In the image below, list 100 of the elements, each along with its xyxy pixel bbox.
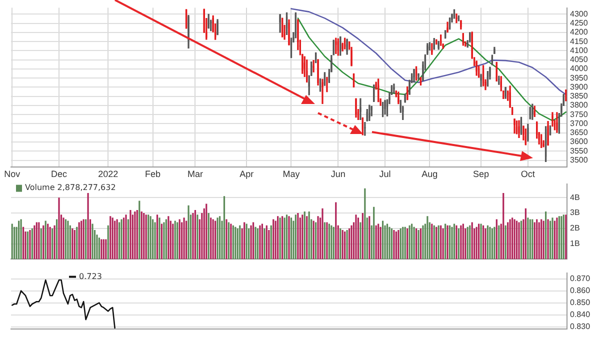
y-tick-label: 4000 (570, 64, 588, 74)
y-tick-label: 4300 (570, 9, 588, 18)
candlestick (319, 78, 322, 92)
y-tick-label: 3750 (570, 110, 588, 119)
y-tick-label: 3B (570, 208, 580, 218)
y-tick-label: 4050 (570, 55, 588, 64)
candlestick (294, 12, 297, 38)
candlestick (344, 38, 346, 50)
candlestick (440, 34, 442, 46)
candlestick (486, 71, 489, 86)
candlestick (393, 84, 395, 94)
candlestick (524, 128, 527, 146)
candlestick (433, 38, 435, 50)
candlestick (337, 38, 339, 56)
x-tick-label: 2022 (98, 169, 118, 180)
candlestick (384, 100, 386, 115)
candlestick (188, 14, 190, 48)
candlestick (382, 102, 384, 118)
y-tick-label: 3850 (570, 92, 588, 101)
candlestick (444, 30, 446, 39)
x-tick-label: Nov (4, 169, 21, 180)
candlestick (480, 74, 482, 87)
candlestick (520, 116, 522, 135)
candlestick (482, 65, 484, 86)
candlestick (527, 124, 529, 142)
y-tick-label: 4200 (570, 28, 588, 37)
y-tick-label: 3500 (570, 155, 588, 164)
x-tick-label: Dec (51, 169, 68, 180)
candlestick (208, 14, 210, 29)
candlestick (355, 98, 357, 118)
x-tick-label: Sep (473, 169, 490, 180)
y-tick-label: 0.860 (570, 286, 591, 296)
candlestick (360, 98, 362, 120)
candlestick (516, 120, 518, 134)
candlestick (286, 12, 288, 35)
candlestick (460, 20, 462, 30)
candlestick (377, 78, 380, 102)
candlestick (314, 52, 317, 64)
candlestick (436, 39, 438, 45)
candlestick (366, 108, 368, 122)
y-tick-label: 3900 (570, 82, 588, 92)
y-tick-label: 0.830 (570, 322, 591, 332)
candlestick (462, 33, 464, 46)
candlestick (322, 78, 324, 104)
y-tick-label: 4B (570, 192, 580, 202)
x-tick-label: Mar (187, 169, 203, 180)
x-tick-label: Apr (240, 169, 254, 180)
candlestick (398, 92, 400, 104)
y-tick-label: 0.850 (570, 298, 591, 308)
candlestick (415, 66, 418, 81)
candlestick (418, 73, 420, 80)
candlestick (431, 43, 433, 55)
candlestick (420, 77, 422, 86)
candlestick (518, 120, 520, 138)
y-tick-label: 3600 (570, 137, 588, 146)
candlestick (446, 22, 448, 33)
candlestick (373, 84, 375, 102)
candlestick (332, 40, 334, 56)
y-tick-label: 3650 (570, 128, 588, 138)
y-tick-label: 3800 (570, 100, 588, 110)
candlestick (352, 73, 355, 88)
candlestick (529, 106, 531, 120)
x-tick-label: Jul (379, 169, 391, 180)
candlestick (340, 36, 342, 56)
legend-label: 0.723 (79, 272, 102, 281)
candlestick (326, 76, 328, 92)
candlestick (324, 72, 326, 86)
candlestick (438, 40, 440, 50)
candlestick (413, 68, 415, 83)
candlestick (491, 54, 494, 66)
candlestick (317, 59, 319, 86)
candlestick (306, 60, 308, 82)
candlestick (532, 104, 534, 120)
candlestick (281, 18, 284, 38)
candlestick (216, 19, 218, 36)
y-tick-label: 0.840 (570, 310, 591, 320)
y-tick-label: 1B (570, 239, 580, 248)
candlestick (279, 14, 281, 33)
x-tick-label: Aug (422, 169, 438, 180)
y-tick-label: 3700 (570, 118, 588, 128)
candlestick (404, 94, 406, 103)
candlestick (458, 15, 460, 22)
candlestick (547, 121, 549, 146)
x-tick-label: Oct (520, 169, 536, 180)
candlestick (346, 38, 348, 55)
candlestick (504, 86, 506, 99)
candlestick (364, 122, 366, 136)
candlestick (406, 86, 408, 100)
candlestick (552, 112, 554, 127)
x-tick-label: May (282, 169, 300, 180)
candlestick (362, 117, 364, 136)
candlestick (312, 60, 314, 72)
y-tick-label: 3950 (570, 73, 588, 82)
y-tick-label: 4150 (570, 36, 588, 46)
candlestick (448, 18, 451, 30)
candlestick (514, 118, 516, 134)
y-tick-label: 0.870 (570, 274, 591, 284)
y-tick-label: 3550 (570, 146, 588, 156)
candlestick (288, 19, 290, 46)
candlestick (335, 38, 337, 54)
